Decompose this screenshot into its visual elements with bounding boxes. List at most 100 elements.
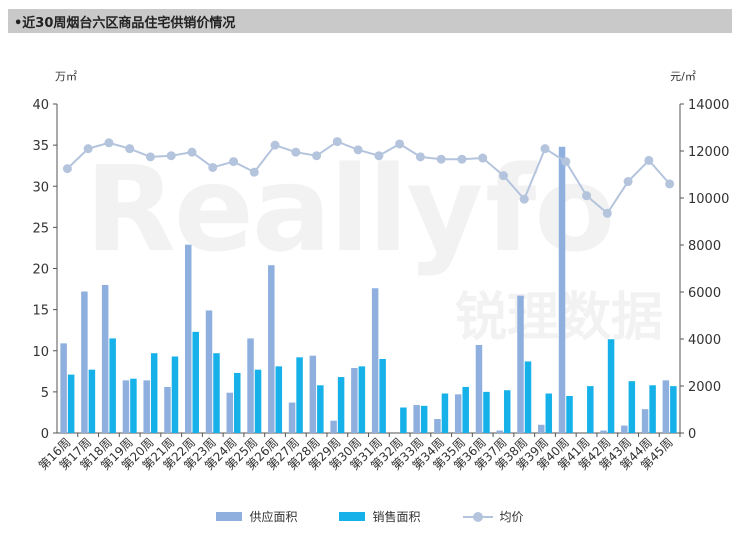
bars xyxy=(60,146,677,433)
sales-bar xyxy=(628,381,636,433)
price-point xyxy=(62,164,72,174)
left-tick-label: 40 xyxy=(32,98,49,113)
legend-swatch-supply xyxy=(216,512,243,521)
left-tick-label: 20 xyxy=(32,263,49,278)
price-point xyxy=(644,155,654,165)
price-point xyxy=(291,147,301,157)
sales-bar xyxy=(88,369,96,433)
sales-bar xyxy=(254,369,262,433)
sales-bar xyxy=(400,407,407,433)
sales-bar xyxy=(171,356,179,433)
right-tick-label: 14000 xyxy=(688,98,729,113)
supply-bar xyxy=(621,425,628,433)
left-axis-unit: 万㎡ xyxy=(55,70,77,83)
price-point xyxy=(187,147,197,157)
sales-bar xyxy=(192,331,199,433)
sales-bar xyxy=(358,366,366,433)
supply-bar xyxy=(454,394,462,433)
supply-bar xyxy=(288,402,296,433)
sales-bar xyxy=(317,385,324,433)
price-point xyxy=(561,157,571,167)
sales-bar xyxy=(462,386,469,433)
left-tick-label: 10 xyxy=(32,345,49,360)
supply-bar xyxy=(81,291,88,433)
supply-bar xyxy=(101,284,109,433)
left-tick-label: 15 xyxy=(32,304,49,319)
x-axis-labels: 第16周第17周第18周第19周第20周第21周第22周第23周第24周第25周… xyxy=(36,435,676,473)
price-point xyxy=(602,208,612,218)
right-tick-label: 4000 xyxy=(688,333,721,348)
left-tick-label: 30 xyxy=(32,180,49,195)
supply-bar xyxy=(413,405,420,433)
price-point xyxy=(166,151,176,161)
supply-bar xyxy=(434,419,441,433)
price-point xyxy=(436,154,446,164)
sales-bar xyxy=(566,395,573,433)
legend-label-supply: 供应面积 xyxy=(249,510,298,524)
supply-bar xyxy=(268,265,275,433)
sales-bar xyxy=(379,358,386,433)
right-tick-label: 6000 xyxy=(688,286,721,301)
supply-bar xyxy=(496,430,503,433)
right-tick-label: 12000 xyxy=(688,145,729,160)
sales-bar xyxy=(234,372,241,433)
price-point xyxy=(104,138,114,148)
supply-bar xyxy=(122,380,130,433)
sales-bar xyxy=(67,374,75,433)
page-title: •近30周烟台六区商品住宅供销价情况 xyxy=(14,15,236,31)
legend: 供应面积 销售面积 均价 xyxy=(0,508,740,525)
price-point xyxy=(208,162,218,172)
sales-bar xyxy=(296,357,303,433)
supply-bar xyxy=(143,380,150,433)
left-tick-label: 35 xyxy=(32,139,49,154)
price-point xyxy=(415,152,425,162)
supply-bar xyxy=(475,344,483,433)
sales-bar xyxy=(545,393,553,433)
supply-bar xyxy=(309,355,317,433)
supply-bar xyxy=(247,338,254,433)
sales-bar xyxy=(524,361,532,433)
price-point xyxy=(229,157,239,167)
right-tick-label: 8000 xyxy=(688,239,721,254)
price-point xyxy=(312,151,322,161)
supply-bar xyxy=(538,424,545,433)
supply-bar xyxy=(330,420,337,433)
price-point xyxy=(353,145,363,155)
right-axis-unit: 元/㎡ xyxy=(670,70,696,83)
supply-bar xyxy=(662,380,670,433)
price-point xyxy=(145,152,155,162)
sales-bar xyxy=(670,386,677,433)
sales-bar xyxy=(503,390,511,433)
legend-item-supply: 供应面积 xyxy=(216,508,297,525)
sales-bar xyxy=(213,353,220,433)
left-tick-label: 0 xyxy=(41,427,49,442)
price-point xyxy=(249,167,259,177)
svg-text:Really: Really xyxy=(85,140,481,278)
price-point xyxy=(582,191,592,201)
price-point xyxy=(498,171,508,181)
supply-bar xyxy=(164,386,171,433)
svg-text:fo: fo xyxy=(485,140,613,278)
left-tick-label: 25 xyxy=(32,221,49,236)
supply-bar xyxy=(205,310,213,433)
supply-bar xyxy=(558,146,566,433)
sales-bar xyxy=(607,339,615,433)
legend-label-sales: 销售面积 xyxy=(372,510,421,524)
sales-bar xyxy=(649,385,656,433)
axes: 0 5 10 15 20 25 30 35 40 0 2000 4000 6000 8000 10000 12… xyxy=(32,98,729,442)
legend-label-price: 均价 xyxy=(499,510,524,524)
sales-bar xyxy=(130,378,137,433)
right-tick-label: 10000 xyxy=(688,192,729,207)
price-point xyxy=(374,151,384,161)
sales-bar xyxy=(150,353,158,433)
price-point xyxy=(665,179,675,189)
supply-bar xyxy=(517,295,524,433)
title-bar: •近30周烟台六区商品住宅供销价情况 xyxy=(8,9,732,33)
sales-bar xyxy=(109,338,116,433)
price-point xyxy=(540,144,550,154)
legend-item-sales: 销售面积 xyxy=(339,508,421,525)
supply-bar xyxy=(600,430,607,433)
legend-swatch-price xyxy=(462,511,493,522)
sales-bar xyxy=(275,366,283,433)
